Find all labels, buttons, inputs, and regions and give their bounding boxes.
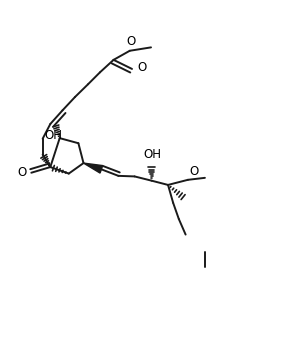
Polygon shape [84, 163, 103, 173]
Text: OH: OH [143, 148, 161, 161]
Text: O: O [137, 61, 146, 74]
Text: O: O [17, 166, 26, 179]
Text: O: O [189, 164, 199, 177]
Text: O: O [126, 35, 135, 48]
Text: OH: OH [45, 129, 63, 142]
